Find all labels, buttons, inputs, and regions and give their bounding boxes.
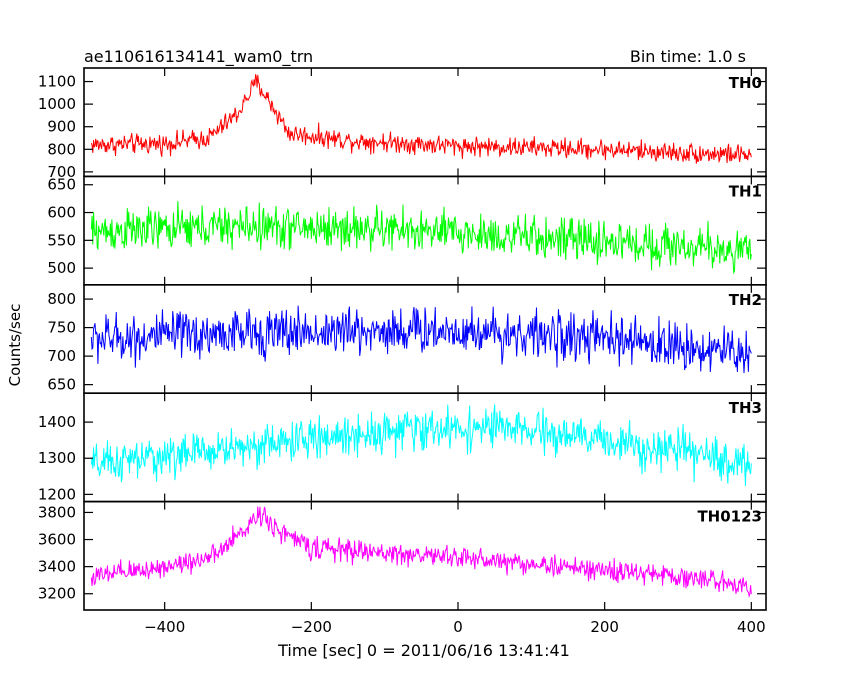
y-tick-label: 550 (47, 231, 76, 249)
y-tick-label: 3200 (38, 585, 76, 603)
y-tick-label: 3400 (38, 558, 76, 576)
y-tick-label: 1400 (38, 413, 76, 431)
panel-label-th0123: TH0123 (697, 508, 762, 526)
series-th1-line (90, 201, 752, 275)
y-tick-label: 900 (47, 118, 76, 136)
x-tick-label: −400 (144, 618, 185, 636)
panel-frame-th0 (83, 67, 767, 178)
bin-time-label: Bin time: 1.0 s (630, 47, 746, 66)
y-tick-label: 800 (47, 140, 76, 158)
y-tick-label: 1000 (38, 95, 76, 113)
y-tick-label: 1200 (38, 485, 76, 503)
y-tick-label: 600 (47, 204, 76, 222)
panel-label-th0: TH0 (729, 74, 762, 92)
series-th2-line (90, 305, 752, 374)
y-tick-label: 750 (47, 319, 76, 337)
y-tick-label: 1300 (38, 449, 76, 467)
panel-label-th2: TH2 (729, 291, 762, 309)
chart-title: ae110616134141_wam0_trn (84, 47, 313, 67)
x-tick-label: 400 (737, 618, 766, 636)
panel-label-th1: TH1 (729, 182, 762, 200)
y-tick-label: 3800 (38, 503, 76, 521)
x-tick-label: −200 (291, 618, 332, 636)
panel-frame-th0123 (83, 500, 767, 611)
series-th0123-line (90, 506, 752, 598)
panel-frame-th3 (83, 392, 767, 503)
y-tick-label: 700 (47, 163, 76, 181)
y-tick-label: 800 (47, 290, 76, 308)
x-tick-label: 0 (453, 618, 463, 636)
y-tick-label: 3600 (38, 531, 76, 549)
y-tick-label: 1100 (38, 73, 76, 91)
y-axis-label: Counts/sec (6, 304, 24, 387)
y-tick-label: 500 (47, 259, 76, 277)
y-tick-label: 700 (47, 347, 76, 365)
panel-label-th3: TH3 (729, 399, 762, 417)
series-th0-line (90, 74, 752, 164)
series-th3-line (90, 404, 752, 487)
panel-frame-th2 (83, 283, 767, 394)
y-tick-label: 650 (47, 376, 76, 394)
y-tick-label: 650 (47, 176, 76, 194)
x-tick-label: 200 (590, 618, 619, 636)
x-axis-label: Time [sec] 0 = 2011/06/16 13:41:41 (277, 641, 570, 660)
